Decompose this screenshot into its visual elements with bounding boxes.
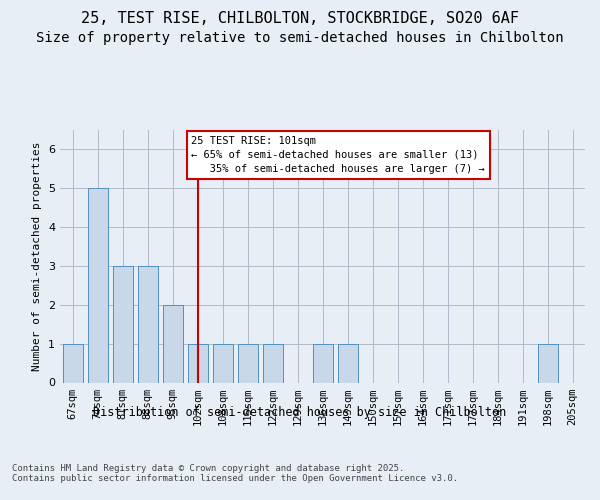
Y-axis label: Number of semi-detached properties: Number of semi-detached properties [32,142,43,371]
Text: Contains HM Land Registry data © Crown copyright and database right 2025.
Contai: Contains HM Land Registry data © Crown c… [12,464,458,483]
Text: Distribution of semi-detached houses by size in Chilbolton: Distribution of semi-detached houses by … [94,406,506,419]
Bar [113,266,133,382]
Bar [263,344,283,382]
Bar [163,305,182,382]
Bar [313,344,332,382]
Bar [337,344,358,382]
Bar [137,266,157,382]
Bar [538,344,557,382]
Bar [212,344,233,382]
Text: Size of property relative to semi-detached houses in Chilbolton: Size of property relative to semi-detach… [36,31,564,45]
Bar [187,344,208,382]
Bar [238,344,257,382]
Text: 25 TEST RISE: 101sqm
← 65% of semi-detached houses are smaller (13)
   35% of se: 25 TEST RISE: 101sqm ← 65% of semi-detac… [191,136,485,174]
Bar [62,344,83,382]
Text: 25, TEST RISE, CHILBOLTON, STOCKBRIDGE, SO20 6AF: 25, TEST RISE, CHILBOLTON, STOCKBRIDGE, … [81,11,519,26]
Bar [88,188,107,382]
